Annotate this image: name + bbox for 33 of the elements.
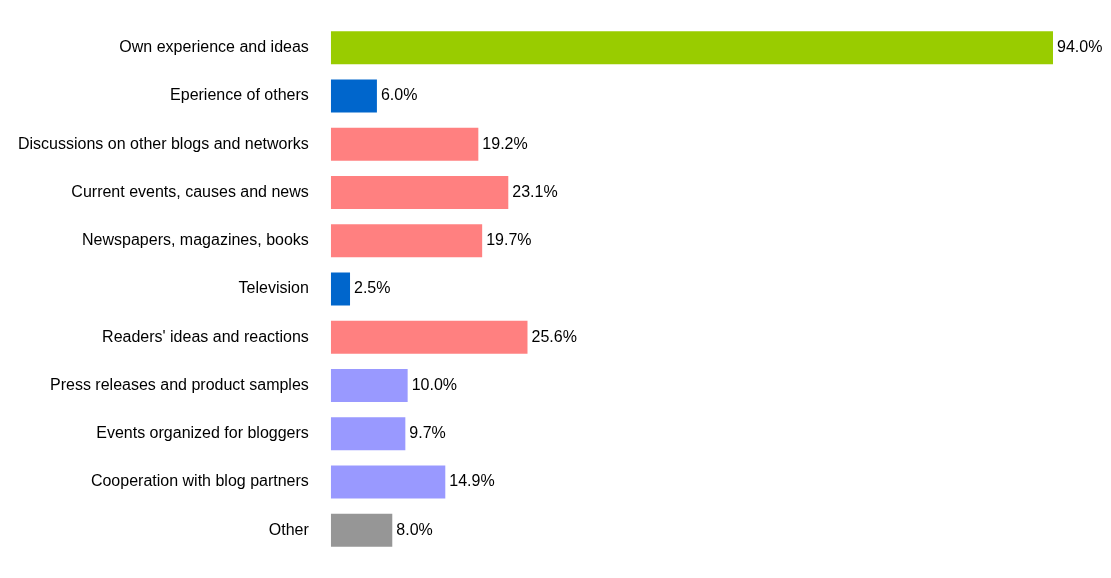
y-tick-label: Other [268,520,310,538]
data-label: 8.0% [396,520,433,538]
y-tick-label: Discussions on other blogs and networks [17,134,309,152]
data-label: 94.0% [1057,38,1103,56]
bar [330,417,406,451]
bar [330,465,446,499]
bar [330,224,483,258]
data-label: 14.9% [449,472,495,490]
data-label: 25.6% [531,327,577,345]
y-tick-label: Newspapers, magazines, books [82,231,309,249]
y-tick-label: Events organized for bloggers [96,424,309,442]
data-label: 10.0% [411,375,458,393]
y-tick-label: Cooperation with blog partners [90,472,309,490]
data-label: 6.0% [380,86,418,104]
y-tick-label: Eperience of others [170,86,309,104]
bar [330,513,393,547]
data-label: 9.7% [409,424,446,442]
bar [330,31,1053,65]
y-tick-label: Current events, causes and news [71,182,309,200]
bar [330,272,351,306]
data-label: 23.1% [512,182,558,200]
bar [330,369,408,402]
bar [330,79,377,113]
bar [330,176,509,209]
y-tick-label: Own experience and ideas [119,38,309,56]
y-tick-label: Television [238,279,309,297]
data-label: 19.7% [486,231,532,249]
y-tick-label: Readers' ideas and reactions [102,327,309,345]
bar [330,127,479,161]
data-label: 19.2% [482,134,528,152]
bar [330,320,528,354]
y-tick-label: Press releases and product samples [50,375,309,393]
data-label: 2.5% [354,279,391,297]
